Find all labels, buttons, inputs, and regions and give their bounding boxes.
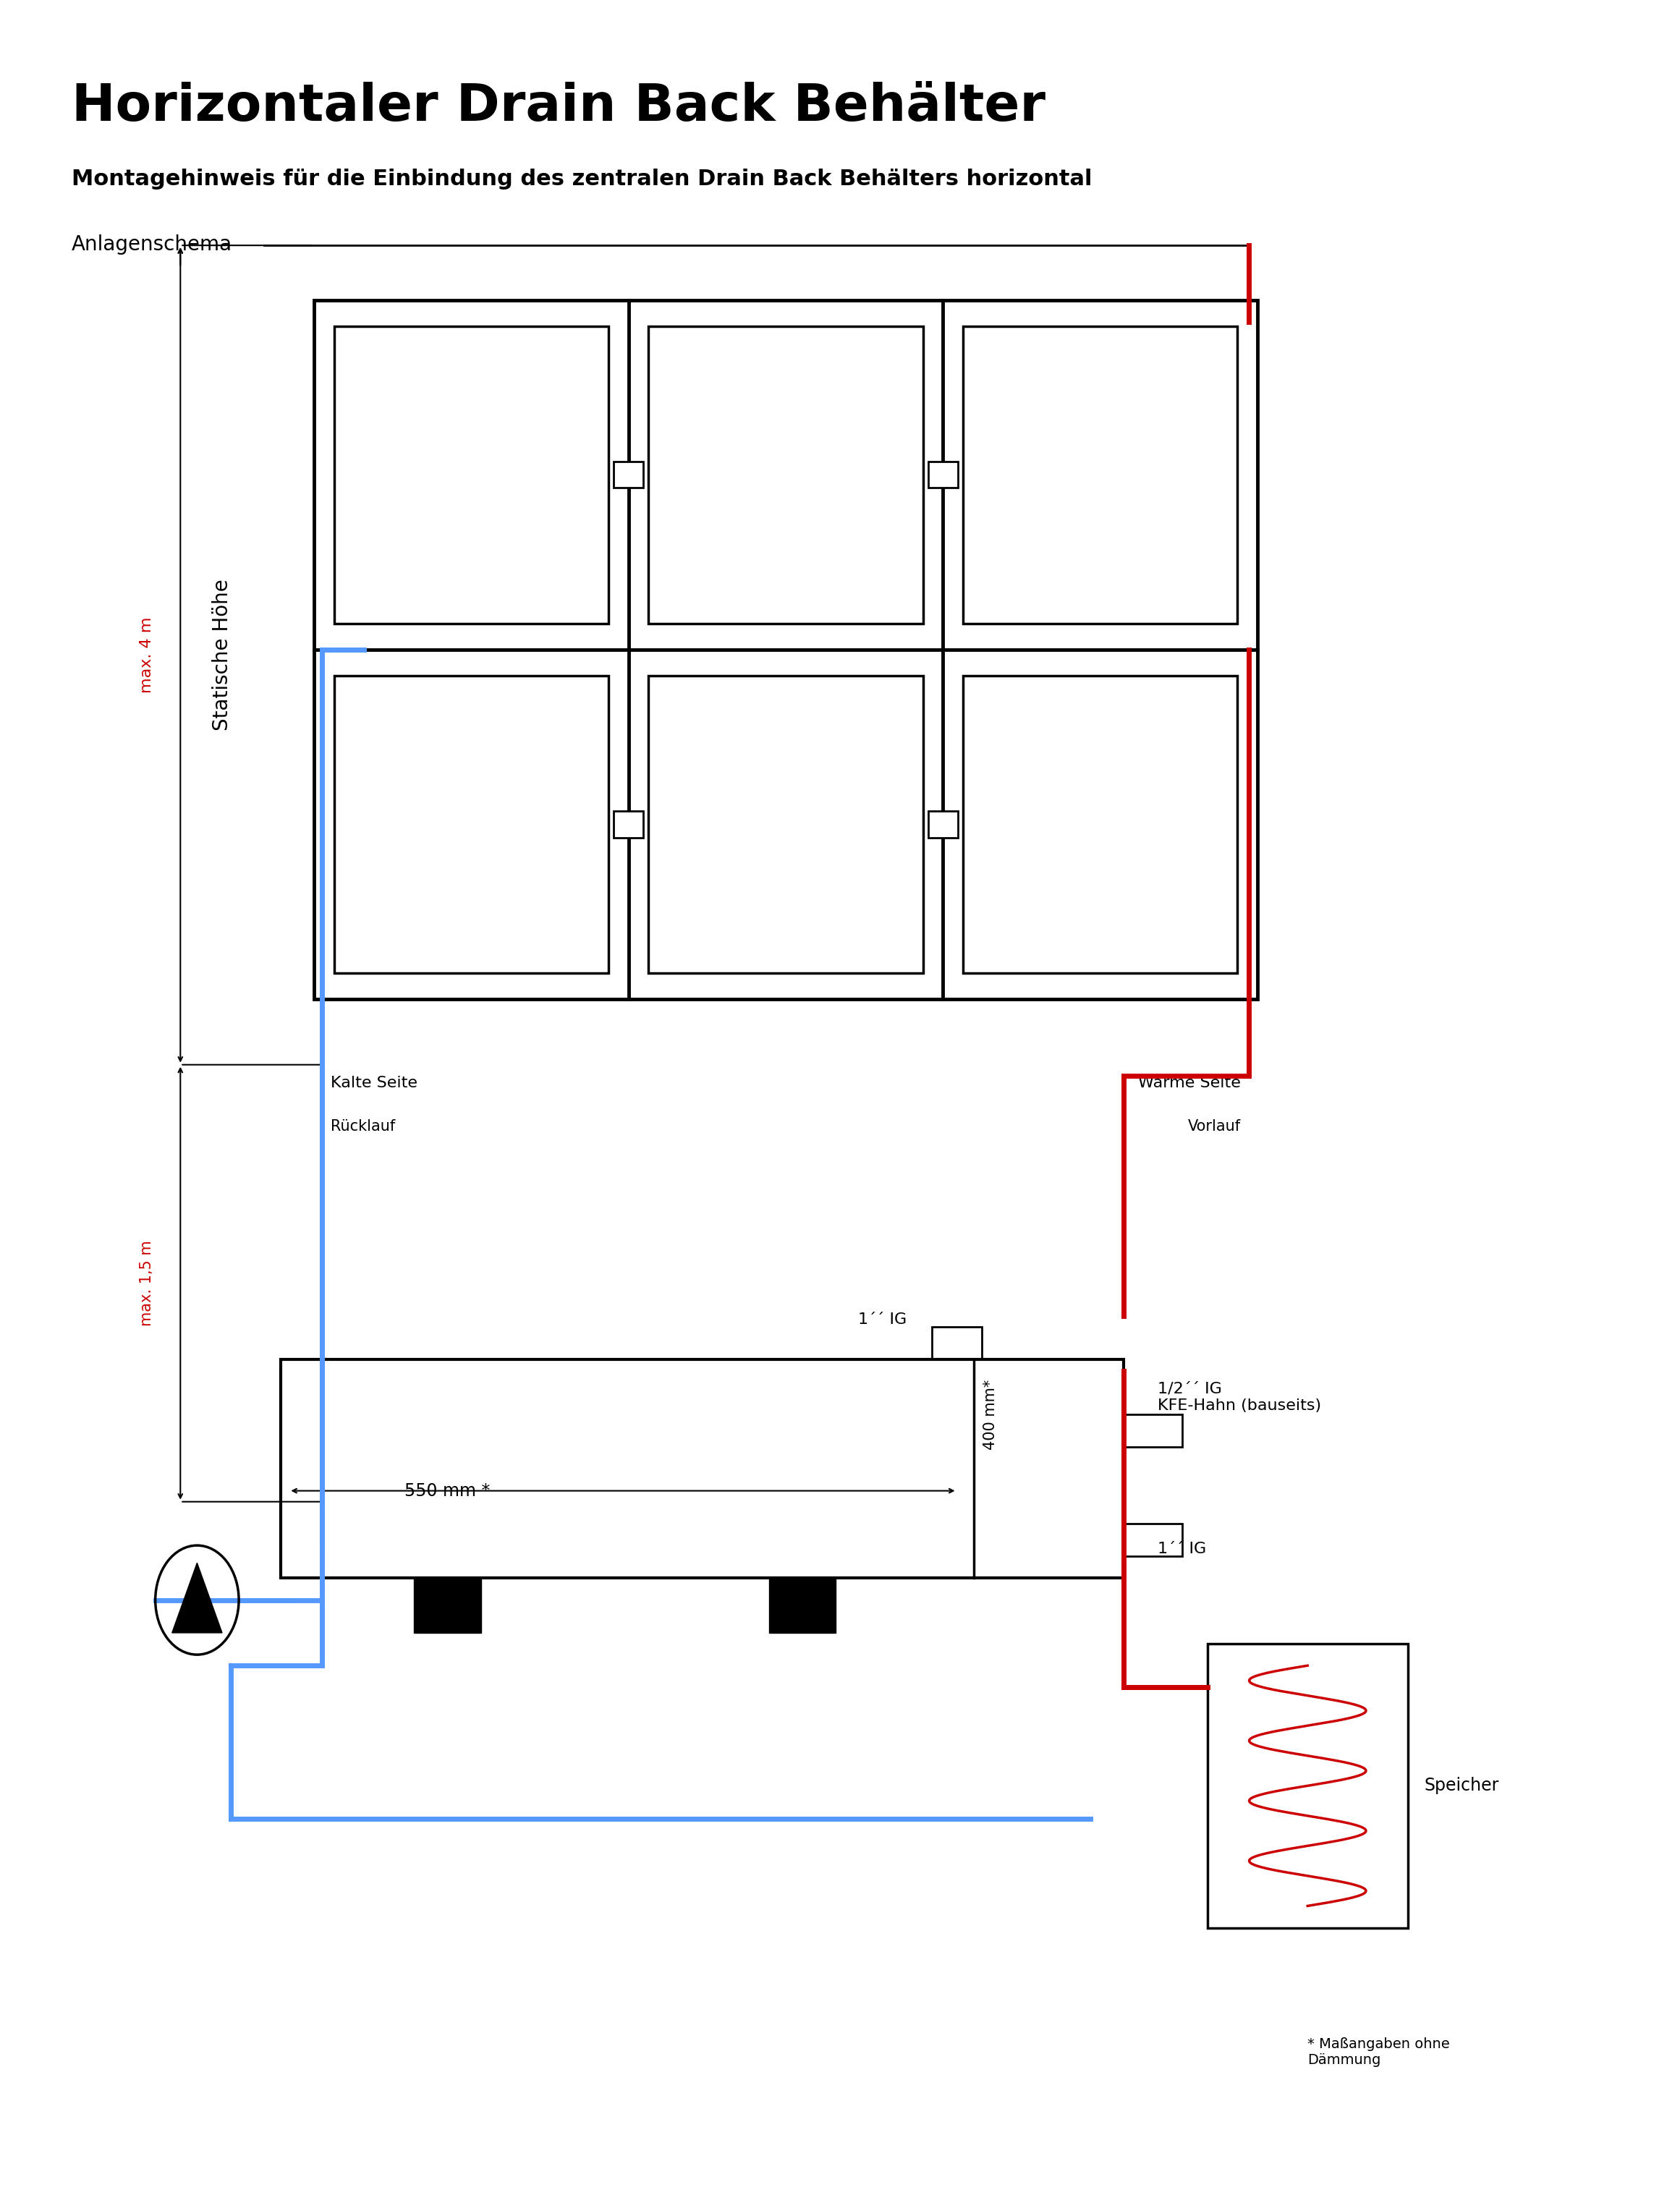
Bar (1124, 1523, 1183, 1556)
Text: 400 mm*: 400 mm* (983, 1378, 998, 1449)
Text: 1´´ IG: 1´´ IG (858, 1313, 907, 1328)
Bar (932, 1328, 981, 1359)
Bar (1208, 1644, 1408, 1927)
Text: 550 mm *: 550 mm * (405, 1482, 491, 1499)
Bar (334, 327, 608, 623)
Bar (415, 1578, 480, 1633)
Text: max. 1,5 m: max. 1,5 m (139, 1240, 155, 1326)
Text: Warme Seite: Warme Seite (1137, 1076, 1242, 1091)
Bar (769, 1578, 837, 1633)
Text: 1´´ IG: 1´´ IG (1158, 1541, 1206, 1556)
Bar (963, 327, 1238, 623)
Text: Rücklauf: Rücklauf (331, 1119, 395, 1135)
Bar (648, 327, 922, 623)
Bar (613, 461, 643, 487)
Text: * Maßangaben ohne
Dämmung: * Maßangaben ohne Dämmung (1307, 2037, 1450, 2068)
Text: Anlagenschema: Anlagenschema (72, 235, 232, 255)
Text: Horizontaler Drain Back Behälter: Horizontaler Drain Back Behälter (72, 81, 1045, 132)
Text: 1/2´´ IG
KFE-Hahn (bauseits): 1/2´´ IG KFE-Hahn (bauseits) (1158, 1381, 1320, 1414)
Bar (334, 676, 608, 972)
Text: Vorlauf: Vorlauf (1188, 1119, 1242, 1135)
Polygon shape (171, 1563, 222, 1633)
Bar (1124, 1414, 1183, 1447)
Bar (927, 812, 958, 838)
Bar (613, 812, 643, 838)
Bar (927, 461, 958, 487)
Bar (963, 676, 1238, 972)
Text: Speicher: Speicher (1425, 1778, 1499, 1796)
Text: Statische Höhe: Statische Höhe (212, 579, 232, 731)
Bar (648, 676, 922, 972)
Text: Montagehinweis für die Einbindung des zentralen Drain Back Behälters horizontal: Montagehinweis für die Einbindung des ze… (72, 169, 1092, 191)
Text: Kalte Seite: Kalte Seite (331, 1076, 418, 1091)
Text: max. 4 m: max. 4 m (139, 617, 155, 694)
Bar (281, 1359, 1124, 1578)
